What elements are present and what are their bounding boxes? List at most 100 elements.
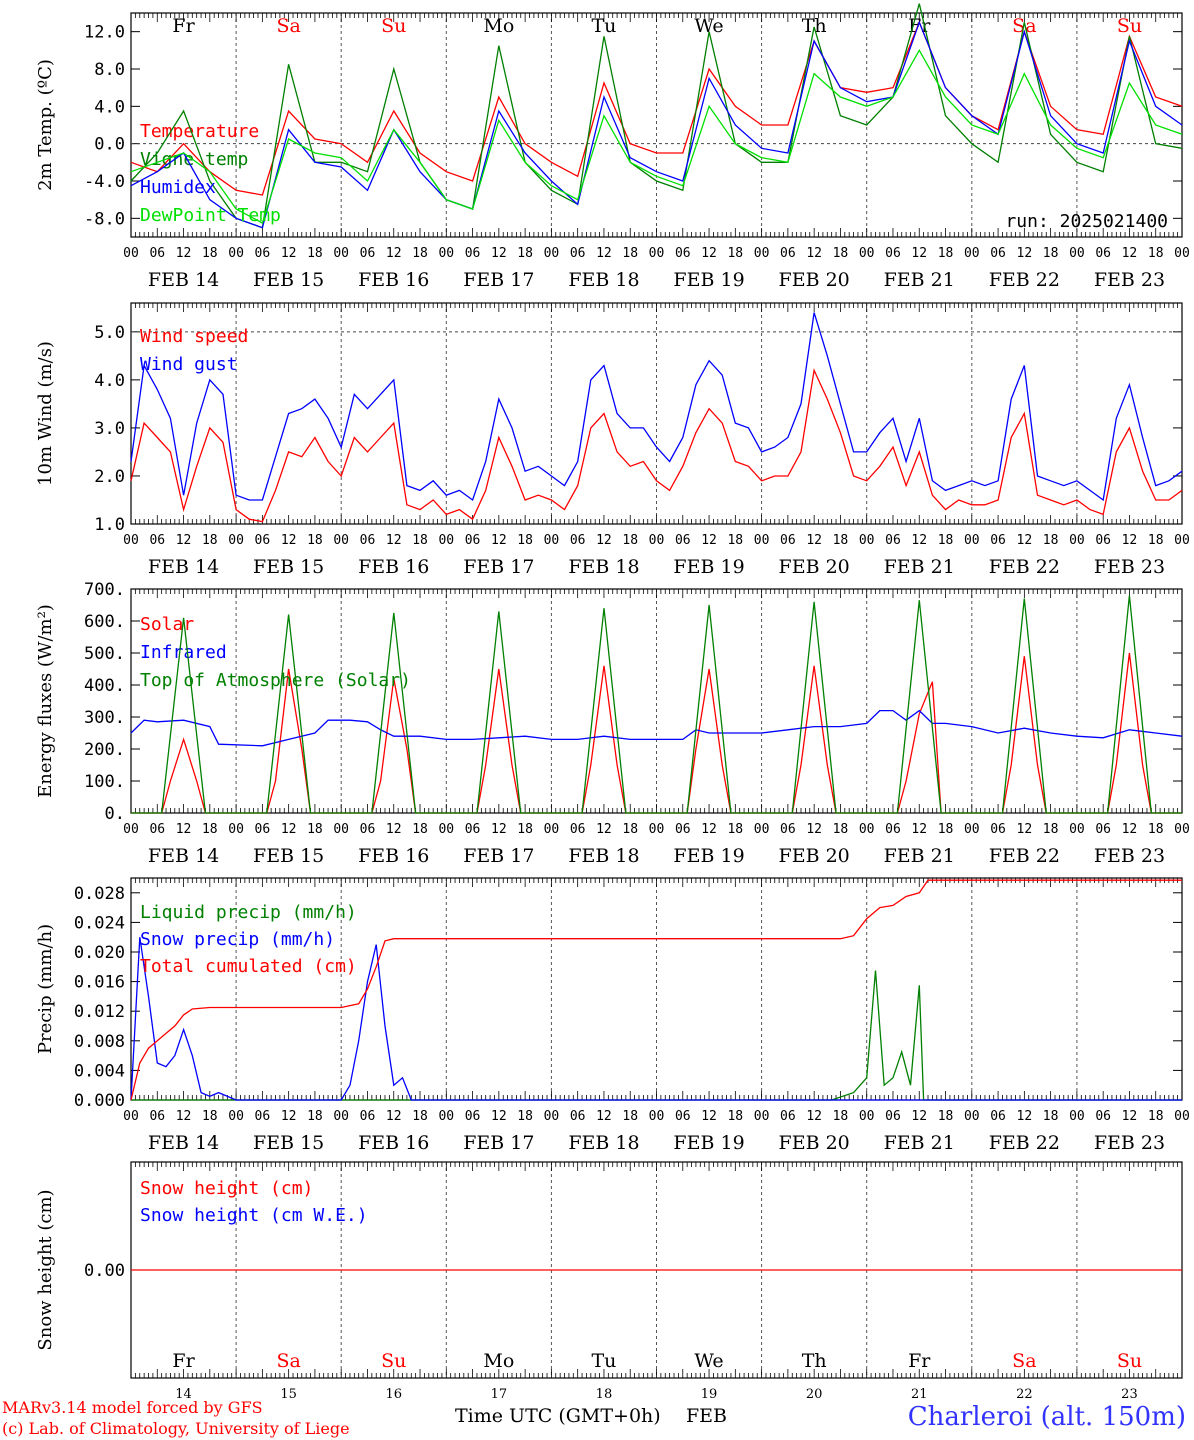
hour-tick-label: 18 xyxy=(938,246,954,261)
hour-tick-label: 12 xyxy=(386,822,402,837)
y-tick-label: 5.0 xyxy=(94,323,125,343)
y-tick-label: 100. xyxy=(84,772,125,792)
day-label: Fr xyxy=(172,15,195,37)
hour-tick-label: 18 xyxy=(938,822,954,837)
hour-tick-label: 00 xyxy=(228,1109,244,1124)
hour-tick-label: 00 xyxy=(1174,246,1190,261)
hour-tick-label: 00 xyxy=(649,1109,665,1124)
day-label: Sa xyxy=(1012,15,1036,37)
day-number-label: 14 xyxy=(175,1387,192,1402)
legend-entry: Wind speed xyxy=(140,326,248,347)
hour-tick-label: 06 xyxy=(1095,1109,1111,1124)
hour-tick-label: 18 xyxy=(833,533,849,548)
y-axis-title: Snow height (cm) xyxy=(35,1189,56,1350)
legend-entry: DewPoint Temp xyxy=(140,205,281,226)
day-label: Su xyxy=(1117,1350,1142,1372)
hour-tick-label: 00 xyxy=(754,822,770,837)
hour-tick-label: 00 xyxy=(964,822,980,837)
y-tick-label: 0.004 xyxy=(74,1061,125,1081)
date-label: FEB 18 xyxy=(568,556,639,578)
plot-frame xyxy=(130,12,1183,238)
series-line xyxy=(130,709,1183,747)
hour-tick-label: 06 xyxy=(360,246,376,261)
hour-tick-label: 00 xyxy=(438,822,454,837)
hour-tick-label: 00 xyxy=(438,246,454,261)
hour-tick-label: 00 xyxy=(1069,246,1085,261)
hour-tick-label: 00 xyxy=(964,1109,980,1124)
hour-tick-label: 06 xyxy=(780,1109,796,1124)
date-label: FEB 14 xyxy=(148,1132,219,1154)
hour-tick-label: 00 xyxy=(544,246,560,261)
hour-tick-label: 18 xyxy=(727,533,743,548)
hour-tick-label: 00 xyxy=(649,822,665,837)
hour-tick-label: 18 xyxy=(1043,822,1059,837)
y-tick-label: 0.016 xyxy=(74,973,125,993)
hour-tick-label: 18 xyxy=(517,822,533,837)
hour-tick-label: 18 xyxy=(938,1109,954,1124)
legend-entry: Humidex xyxy=(140,177,216,198)
hour-tick-label: 00 xyxy=(123,246,139,261)
panel-2: 1.0 2.0 3.0 4.0 5.0 10m Wind (m/s) Wind speed W… xyxy=(35,302,1190,578)
run-label: run: 2025021400 xyxy=(1005,211,1168,232)
series-line xyxy=(131,595,1182,814)
y-tick-label: 0.000 xyxy=(74,1091,125,1111)
legend-entry: Temperature xyxy=(140,121,259,142)
legend-entry: Infrared xyxy=(140,642,227,663)
hour-tick-label: 06 xyxy=(990,1109,1006,1124)
hour-tick-label: 12 xyxy=(176,533,192,548)
hour-tick-label: 12 xyxy=(386,533,402,548)
date-label: FEB 16 xyxy=(358,1132,429,1154)
hour-tick-label: 18 xyxy=(412,246,428,261)
hour-tick-label: 06 xyxy=(465,246,481,261)
hour-tick-label: 12 xyxy=(176,1109,192,1124)
day-number-label: 18 xyxy=(596,1387,613,1402)
hour-tick-label: 06 xyxy=(255,1109,271,1124)
hour-tick-label: 00 xyxy=(228,246,244,261)
hour-tick-label: 00 xyxy=(438,1109,454,1124)
date-label: FEB 19 xyxy=(673,556,744,578)
hour-tick-label: 00 xyxy=(123,822,139,837)
hour-tick-label: 18 xyxy=(307,246,323,261)
hour-tick-label: 00 xyxy=(544,822,560,837)
date-label: FEB 15 xyxy=(253,1132,324,1154)
legend-entry: Snow height (cm W.E.) xyxy=(140,1205,368,1226)
date-label: FEB 23 xyxy=(1094,556,1165,578)
hour-tick-label: 00 xyxy=(333,822,349,837)
y-tick-label: 200. xyxy=(84,740,125,760)
day-label: Fr xyxy=(908,1350,931,1372)
hour-tick-label: 18 xyxy=(833,1109,849,1124)
hour-tick-label: 18 xyxy=(307,533,323,548)
hour-tick-label: 06 xyxy=(780,533,796,548)
series-line xyxy=(130,937,1182,1101)
hour-tick-label: 18 xyxy=(202,822,218,837)
hour-tick-label: 06 xyxy=(570,822,586,837)
hour-tick-label: 06 xyxy=(255,533,271,548)
hour-tick-label: 12 xyxy=(1122,246,1138,261)
date-label: FEB 23 xyxy=(1094,845,1165,867)
hour-tick-label: 18 xyxy=(202,1109,218,1124)
hour-tick-label: 12 xyxy=(491,822,507,837)
hour-tick-label: 00 xyxy=(859,822,875,837)
hour-tick-label: 18 xyxy=(622,533,638,548)
hour-tick-label: 12 xyxy=(281,246,297,261)
day-label: Mo xyxy=(483,1350,514,1372)
panel-3: 0. 100. 200. 300. 400. 500. 600. 700. Energy flu… xyxy=(35,580,1190,867)
legend-entry: Liquid precip (mm/h) xyxy=(140,902,357,923)
hour-tick-label: 06 xyxy=(360,533,376,548)
hour-tick-label: 06 xyxy=(1095,246,1111,261)
day-label: Sa xyxy=(276,15,300,37)
hour-tick-label: 18 xyxy=(938,533,954,548)
date-label: FEB 20 xyxy=(779,269,850,291)
hour-tick-label: 06 xyxy=(465,533,481,548)
hour-tick-label: 00 xyxy=(859,533,875,548)
day-label: Fr xyxy=(908,15,931,37)
hour-tick-label: 06 xyxy=(570,1109,586,1124)
legend-entry: Wind gust xyxy=(140,354,238,375)
date-label: FEB 20 xyxy=(779,845,850,867)
date-label: FEB 14 xyxy=(148,556,219,578)
hour-tick-label: 18 xyxy=(307,1109,323,1124)
hour-tick-label: 00 xyxy=(649,533,665,548)
series-line xyxy=(130,368,1183,523)
hour-tick-label: 00 xyxy=(228,822,244,837)
hour-tick-label: 06 xyxy=(570,533,586,548)
